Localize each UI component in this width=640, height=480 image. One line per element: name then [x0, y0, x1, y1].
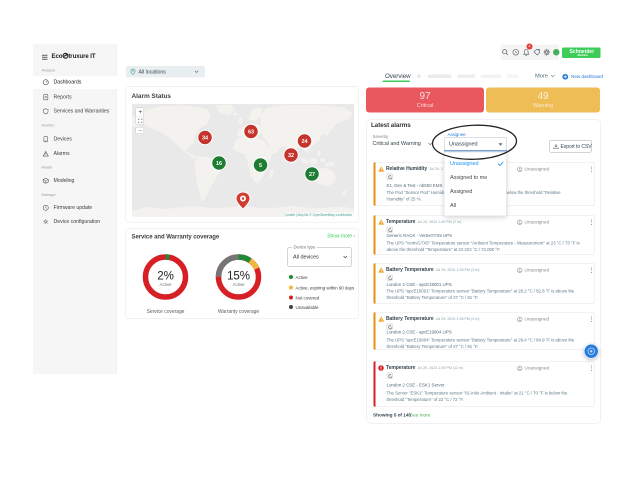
svg-text:63: 63 [248, 130, 254, 136]
svg-text:Leaflet | Map tile © OpenStree: Leaflet | Map tile © OpenStreetMap contr… [286, 213, 353, 217]
svg-text:27: 27 [309, 172, 315, 178]
svg-text:5: 5 [259, 163, 262, 169]
svg-text:34: 34 [202, 136, 209, 142]
svg-text:16: 16 [216, 161, 222, 167]
svg-text:32: 32 [288, 153, 294, 159]
svg-text:24: 24 [301, 139, 308, 145]
